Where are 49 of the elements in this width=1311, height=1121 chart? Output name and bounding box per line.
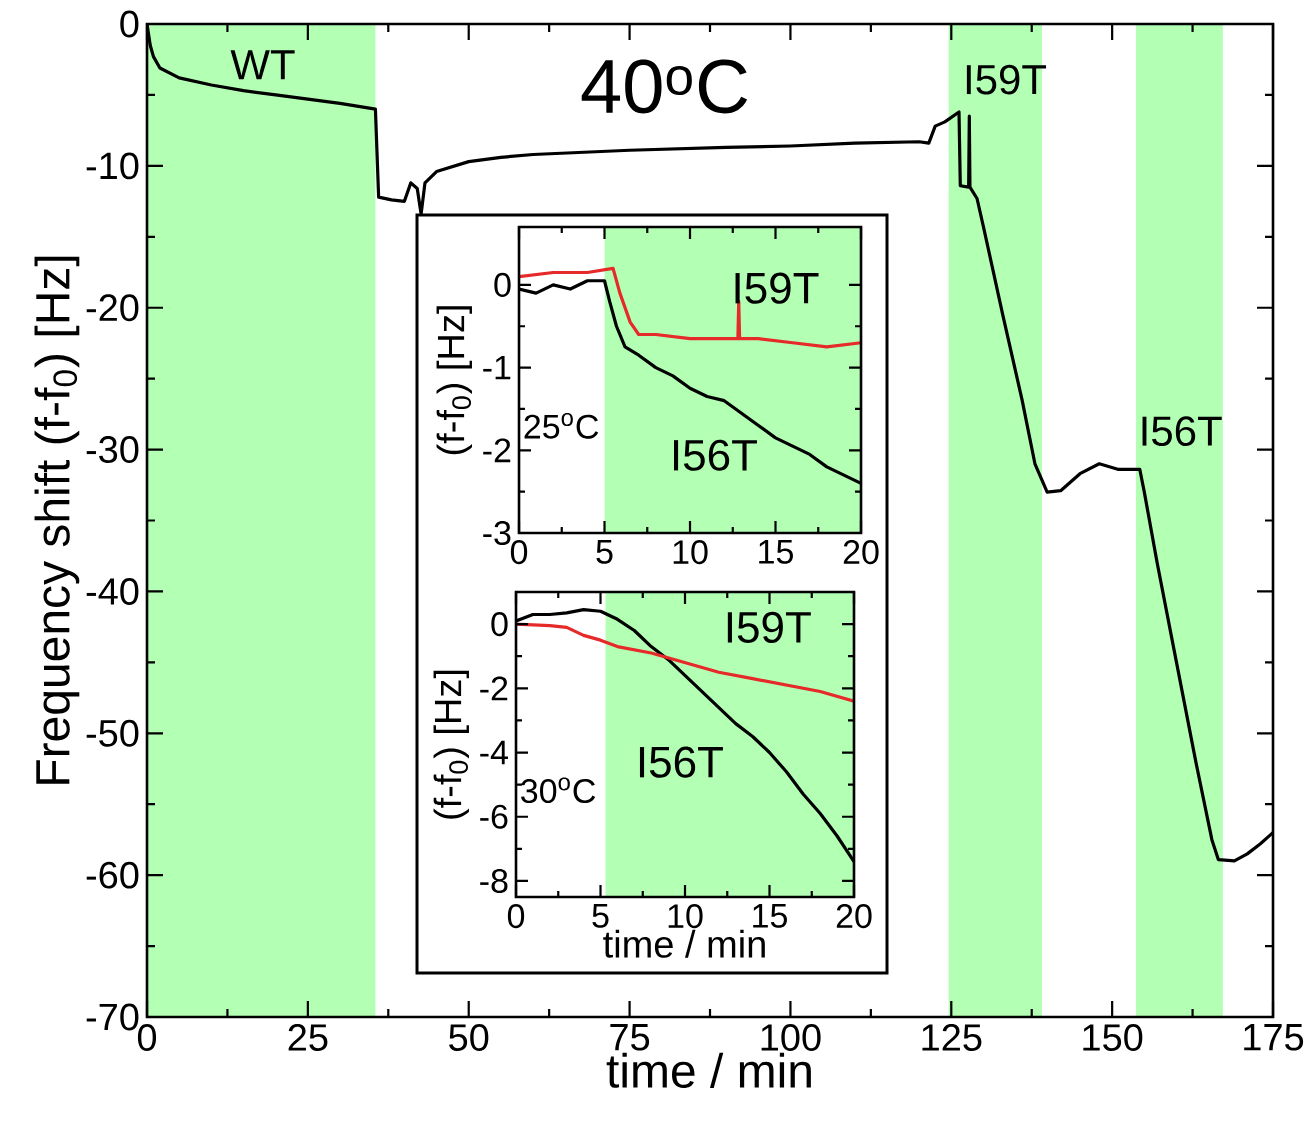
annotation: I59T [727,611,811,643]
annotation: 30$^{o}$C [521,777,596,804]
y-tick-label: -6 [480,804,508,829]
y-tick-label: -30 [86,436,139,464]
band-label: WT [230,50,295,80]
y-tick-label: -2 [483,438,511,463]
x-tick-label: 15 [759,540,793,564]
y-tick-label: 0 [491,612,508,637]
y-axis-title: (f-f$_{0}$) [Hz] [433,670,469,819]
annotation: I59T [735,272,819,304]
y-tick-label: -70 [86,1003,139,1031]
y-tick-label: -10 [86,152,139,180]
y-tick-label: -2 [480,676,508,701]
y-axis-title: Frequency shift (f-f$_{0}$) [Hz] [34,256,80,784]
y-tick-label: -50 [86,719,139,747]
x-tick-label: 25 [288,1024,328,1051]
y-tick-label: -20 [86,294,139,322]
x-tick-label: 20 [843,540,879,565]
x-tick-label: 5 [596,540,613,564]
y-tick-label: -4 [480,740,508,765]
x-tick-label: 50 [449,1024,489,1051]
y-tick-label: 0 [494,272,511,297]
band-label: I56T [1142,416,1222,447]
x-tick-label: 175 [1244,1024,1304,1051]
y-tick-label: -3 [483,520,511,546]
annotation: I56T [639,746,723,778]
x-tick-label: 5 [592,904,609,928]
chart-title: 40$^{o}$C [581,59,748,114]
y-axis-title: (f-f$_{0}$) [Hz] [436,306,472,455]
x-tick-label: 10 [668,904,703,929]
x-tick-label: 10 [673,540,708,565]
x-axis-title: time / min [606,1052,811,1088]
x-tick-label: 0 [137,1024,157,1051]
x-tick-label: 75 [610,1024,650,1051]
x-tick-label: 20 [836,904,872,929]
x-tick-label: 100 [761,1024,821,1051]
x-tick-label: 0 [510,540,528,565]
y-tick-label: -60 [86,861,139,889]
y-tick-label: -40 [86,577,139,605]
y-tick-label: -1 [483,355,511,380]
x-tick-label: 150 [1083,1024,1143,1051]
y-tick-label: 0 [120,10,139,38]
annotation: 25$^{o}$C [524,413,599,439]
x-tick-label: 15 [753,904,787,928]
y-tick-label: -8 [480,868,508,893]
x-axis-title: time / min [603,929,765,958]
band-label: I59T [966,64,1047,95]
x-tick-label: 125 [922,1024,982,1051]
annotation: I56T [673,439,757,471]
